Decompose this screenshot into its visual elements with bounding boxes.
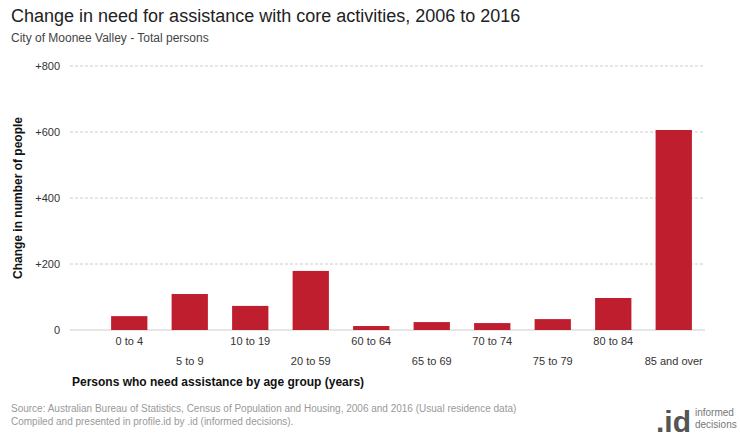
bar — [595, 298, 631, 330]
x-tick-label: 80 to 84 — [593, 335, 633, 347]
x-tick-label: 85 and over — [645, 355, 703, 367]
chart: Change in need for assistance with core … — [0, 0, 740, 440]
y-tick-label: +400 — [35, 192, 60, 204]
x-axis-label: Persons who need assistance by age group… — [72, 375, 364, 389]
bar — [172, 294, 208, 330]
bar — [535, 319, 571, 330]
bar — [656, 130, 692, 330]
grid-line — [70, 66, 705, 67]
x-tick-label: 75 to 79 — [533, 355, 573, 367]
y-tick-label: 0 — [54, 324, 60, 336]
grid-line — [70, 264, 705, 265]
logo-text: decisions — [695, 419, 737, 430]
x-tick-label: 20 to 59 — [291, 355, 331, 367]
y-tick-label: +800 — [35, 60, 60, 72]
subtitle: City of Moonee Valley - Total persons — [11, 31, 209, 45]
logo-text: informed — [695, 407, 734, 418]
source: Source: Australian Bureau of Statistics,… — [11, 403, 516, 414]
x-tick-label: 5 to 9 — [176, 355, 204, 367]
x-tick-label: 0 to 4 — [115, 335, 143, 347]
x-tick-label: 70 to 74 — [472, 335, 512, 347]
grid-line — [70, 198, 705, 199]
grid-line — [70, 132, 705, 133]
credit: Compiled and presented in profile.id by … — [11, 416, 293, 427]
bar — [293, 271, 329, 330]
bar — [414, 322, 450, 330]
bars — [111, 130, 692, 330]
y-tick-label: +200 — [35, 258, 60, 270]
bar — [111, 316, 147, 330]
x-tick-label: 60 to 64 — [351, 335, 391, 347]
bar — [232, 306, 268, 330]
logo: .id — [656, 405, 691, 438]
x-tick-label: 10 to 19 — [230, 335, 270, 347]
x-tick-label: 65 to 69 — [412, 355, 452, 367]
bar — [353, 326, 389, 330]
y-tick-label: +600 — [35, 126, 60, 138]
title: Change in need for assistance with core … — [11, 6, 520, 26]
y-axis-label: Change in number of people — [11, 117, 25, 279]
bar — [474, 323, 510, 330]
